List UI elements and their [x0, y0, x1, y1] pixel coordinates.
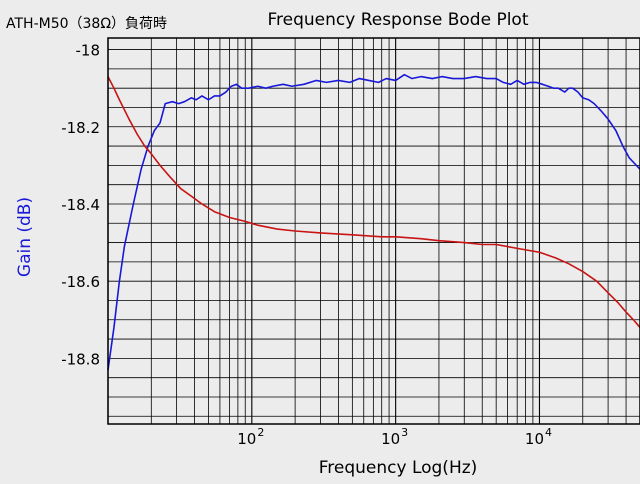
grid — [107, 38, 640, 424]
y-tick-label: -18 — [76, 42, 101, 60]
x-tick-label: 10 — [525, 430, 544, 448]
x-tick-label: 10 — [381, 430, 400, 448]
x-tick-exponent: 3 — [401, 426, 408, 439]
y-tick-label: -18.4 — [61, 196, 100, 214]
y-tick-label: -18.8 — [61, 350, 100, 368]
x-axis-label: Frequency Log(Hz) — [319, 458, 478, 478]
y-tick-label: -18.6 — [61, 273, 100, 291]
corner-label: ATH-M50（38Ω）負荷時 — [6, 16, 167, 32]
x-tick-exponent: 2 — [257, 426, 264, 439]
series-line-1 — [107, 73, 640, 371]
series-line-2 — [107, 76, 640, 329]
x-tick-exponent: 4 — [545, 426, 552, 439]
tick-labels: -18-18.2-18.4-18.6-18.810 2 10 3 10 4 — [61, 42, 552, 448]
x-tick-label: 10 — [237, 430, 256, 448]
chart-title: Frequency Response Bode Plot — [267, 10, 528, 30]
y-axis-label: Gain (dB) — [15, 197, 35, 277]
plot-frame — [107, 37, 640, 425]
y-tick-label: -18.2 — [61, 119, 100, 137]
series-lines — [107, 73, 640, 371]
